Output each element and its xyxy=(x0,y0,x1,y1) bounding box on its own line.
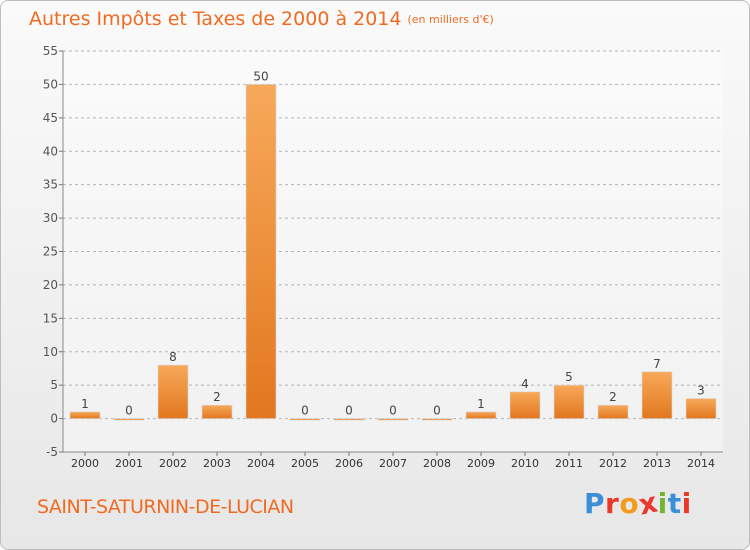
bar xyxy=(201,404,233,419)
x-tick-label: 2011 xyxy=(555,457,583,470)
logo-letter: o xyxy=(619,487,640,520)
commune-name: SAINT-SATURNIN-DE-LUCIAN xyxy=(37,496,294,518)
y-tick-label: 30 xyxy=(43,211,58,225)
x-tick-label: 2001 xyxy=(115,457,143,470)
bar xyxy=(597,404,629,419)
x-tick-label: 2007 xyxy=(379,457,407,470)
y-tick-label: -5 xyxy=(46,445,58,459)
y-tick-label: 15 xyxy=(43,311,58,325)
logo-letter: r xyxy=(605,487,620,520)
x-tick-label: 2003 xyxy=(203,457,231,470)
bar xyxy=(509,391,541,419)
bar-value-label: 0 xyxy=(433,404,441,418)
x-tick-label: 2002 xyxy=(159,457,187,470)
logo-letter: P xyxy=(584,487,606,520)
x-tick-label: 2012 xyxy=(599,457,627,470)
bar-value-label: 1 xyxy=(477,397,485,411)
y-tick-label: 50 xyxy=(43,77,58,91)
bar-value-label: 0 xyxy=(345,404,353,418)
y-tick-label: 55 xyxy=(43,44,58,58)
bar-value-label: 4 xyxy=(521,377,529,391)
bar-value-label: 2 xyxy=(609,390,617,404)
y-tick-label: 25 xyxy=(43,245,58,259)
bar-value-label: 5 xyxy=(565,370,573,384)
bar-value-label: 7 xyxy=(653,357,661,371)
bar xyxy=(289,418,321,421)
bar-value-label: 50 xyxy=(253,69,268,83)
bar xyxy=(245,84,277,419)
y-tick-label: 20 xyxy=(43,278,58,292)
x-tick-label: 2004 xyxy=(247,457,275,470)
bar-value-label: 2 xyxy=(213,390,221,404)
bar-value-label: 3 xyxy=(697,384,705,398)
chart-unit: (en milliers d'€) xyxy=(407,13,494,26)
logo-letter: t xyxy=(667,487,682,520)
logo-letter: i xyxy=(657,487,668,520)
logo-letter: i xyxy=(681,487,692,520)
bar xyxy=(113,418,145,421)
bar xyxy=(641,371,673,419)
bar xyxy=(465,411,497,419)
y-tick-label: 45 xyxy=(43,111,58,125)
x-tick-label: 2009 xyxy=(467,457,495,470)
x-tick-label: 2010 xyxy=(511,457,539,470)
y-tick-label: 10 xyxy=(43,345,58,359)
bar-value-label: 0 xyxy=(389,404,397,418)
bar-value-label: 1 xyxy=(81,397,89,411)
x-tick-label: 2005 xyxy=(291,457,319,470)
bar-value-label: 0 xyxy=(125,404,133,418)
y-tick-label: 5 xyxy=(50,378,58,392)
x-tick-label: 2008 xyxy=(423,457,451,470)
proxiti-logo[interactable]: Proxiti xyxy=(584,485,692,521)
bar xyxy=(553,384,585,419)
chart-title: Autres Impôts et Taxes de 2000 à 2014 (en… xyxy=(29,8,494,30)
y-tick-label: 0 xyxy=(50,412,58,426)
x-tick-label: 2013 xyxy=(643,457,671,470)
bar-value-label: 0 xyxy=(301,404,309,418)
y-tick-label: 35 xyxy=(43,178,58,192)
bar xyxy=(685,398,717,419)
chart-title-text: Autres Impôts et Taxes de 2000 à 2014 xyxy=(29,8,402,30)
bar xyxy=(157,364,189,419)
x-tick-label: 2006 xyxy=(335,457,363,470)
x-tick-label: 2000 xyxy=(71,457,99,470)
y-tick-label: 40 xyxy=(43,144,58,158)
x-tick-label: 2014 xyxy=(687,457,715,470)
bar xyxy=(333,418,365,421)
bar xyxy=(69,411,101,419)
bar xyxy=(377,418,409,421)
bar-value-label: 8 xyxy=(169,350,177,364)
bar xyxy=(421,418,453,421)
